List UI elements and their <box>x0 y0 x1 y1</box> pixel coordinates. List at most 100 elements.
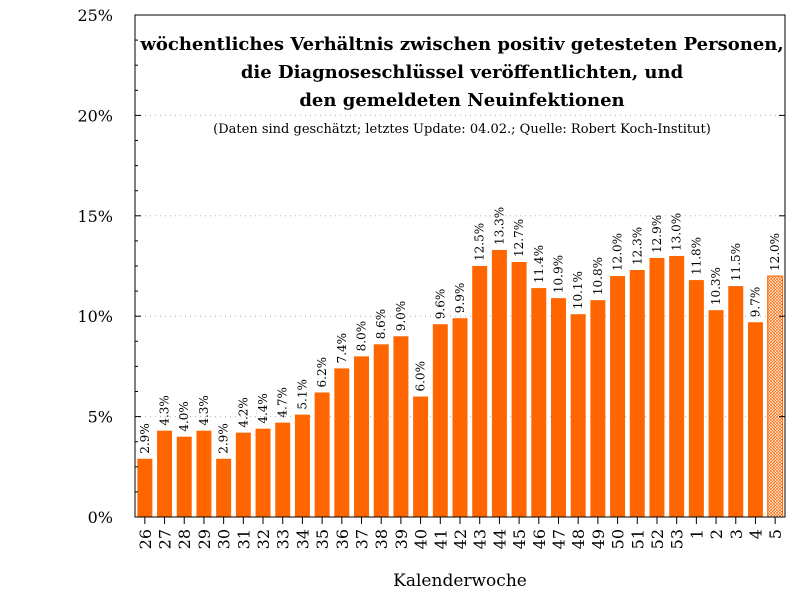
x-tick-label: 1 <box>687 529 706 539</box>
x-tick-label: 50 <box>609 529 628 549</box>
x-tick-label: 3 <box>727 529 746 539</box>
bar-value-label: 10.1% <box>571 271 585 309</box>
bar-value-label: 4.7% <box>276 387 290 418</box>
x-tick-label: 45 <box>510 529 529 549</box>
x-tick-label: 34 <box>293 529 312 549</box>
bar <box>432 324 448 517</box>
x-axis: 26 27 28 29 30 31 32 33 34 35 36 37 38 39 40 41 42 43 44 45… <box>136 517 785 549</box>
y-tick-label: 0% <box>88 508 113 527</box>
bar-estimated <box>767 275 784 518</box>
bar <box>610 276 626 517</box>
x-tick-label: 5 <box>766 529 785 539</box>
bar <box>728 286 744 517</box>
bar <box>491 249 507 517</box>
bar-value-label: 10.8% <box>591 257 605 295</box>
x-tick-label: 36 <box>333 529 352 549</box>
bar <box>551 298 566 517</box>
bar <box>649 257 665 517</box>
y-tick-label: 15% <box>77 207 113 226</box>
y-tick-label: 20% <box>77 106 113 125</box>
bar-value-label: 6.0% <box>414 361 428 392</box>
x-tick-label: 42 <box>451 529 470 549</box>
x-tick-label: 37 <box>353 529 372 549</box>
bar-value-label: 9.6% <box>433 289 447 320</box>
x-tick-label: 27 <box>156 529 175 549</box>
bar <box>354 356 369 517</box>
x-tick-label: 29 <box>195 529 214 549</box>
bar-value-label: 12.3% <box>630 227 644 265</box>
bar <box>688 280 704 517</box>
bar <box>570 314 586 517</box>
bar <box>472 266 488 517</box>
bar-value-label: 8.0% <box>355 321 369 352</box>
bar <box>216 458 232 517</box>
bar-value-label: 4.2% <box>236 397 250 428</box>
bar-value-label: 10.3% <box>709 267 723 305</box>
bar-value-label: 13.3% <box>492 207 506 245</box>
bar-value-label: 11.8% <box>689 237 703 275</box>
bar <box>373 344 389 517</box>
bar <box>334 368 350 517</box>
x-tick-label: 2 <box>707 529 726 539</box>
x-tick-label: 47 <box>549 529 568 549</box>
x-tick-label: 49 <box>589 529 608 549</box>
bar-value-label: 2.9% <box>217 423 231 454</box>
bar-value-label: 12.9% <box>650 215 664 253</box>
chart-subtitle: (Daten sind geschätzt; letztes Update: 0… <box>213 122 711 137</box>
bar <box>314 392 330 517</box>
x-tick-label: 43 <box>471 529 490 549</box>
bar-value-label: 10.9% <box>551 255 565 293</box>
x-tick-label: 26 <box>136 529 155 549</box>
x-tick-label: 38 <box>372 529 391 549</box>
y-axis: 0% 5% 10% 15% 20% 25% <box>77 6 785 527</box>
bar <box>747 322 763 517</box>
bar <box>196 430 212 517</box>
x-tick-label: 28 <box>175 529 194 549</box>
bar-value-label: 9.7% <box>748 287 762 318</box>
bar <box>590 300 606 517</box>
x-tick-label: 41 <box>431 529 450 549</box>
bar <box>452 318 468 517</box>
bar-value-label: 6.2% <box>315 357 329 388</box>
bar-value-label: 12.0% <box>611 233 625 271</box>
bar <box>629 270 645 517</box>
bar <box>294 414 310 517</box>
y-tick-label: 10% <box>77 307 113 326</box>
bar <box>413 396 429 517</box>
title-line-2: die Diagnoseschlüssel veröffentlichten, … <box>241 62 684 83</box>
bar-value-label: 12.5% <box>473 223 487 261</box>
bar-value-label: 7.4% <box>335 333 349 364</box>
bar-value-label: 4.4% <box>256 393 270 424</box>
bar-value-label: 9.9% <box>453 283 467 314</box>
bar-value-label: 8.6% <box>374 309 388 340</box>
x-tick-label: 46 <box>530 529 549 549</box>
x-tick-label: 39 <box>392 529 411 549</box>
x-tick-label: 44 <box>490 529 509 549</box>
bar-value-label: 11.4% <box>532 245 546 283</box>
x-tick-label: 31 <box>234 529 253 549</box>
x-tick-label: 32 <box>254 529 273 549</box>
bar-value-label: 11.5% <box>729 243 743 281</box>
x-tick-label: 33 <box>274 529 293 549</box>
x-axis-label: Kalenderwoche <box>393 571 527 591</box>
x-tick-label: 40 <box>412 529 431 549</box>
x-tick-label: 30 <box>215 529 234 549</box>
x-tick-label: 4 <box>746 529 765 539</box>
x-tick-label: 35 <box>313 529 332 549</box>
bar-value-label: 9.0% <box>394 301 408 332</box>
bar-value-label: 13.0% <box>670 213 684 251</box>
bar <box>235 432 251 517</box>
bars <box>137 249 784 518</box>
y-tick-label: 5% <box>88 408 113 427</box>
bar-value-label: 12.0% <box>768 233 782 271</box>
title-line-3: den gemeldeten Neuinfektionen <box>299 90 624 111</box>
bar <box>157 430 173 517</box>
x-tick-label: 51 <box>628 529 647 549</box>
chart-title: wöchentliches Verhältnis zwischen positi… <box>139 34 783 137</box>
y-tick-label: 25% <box>77 6 113 25</box>
bar <box>669 255 685 517</box>
bar <box>531 288 547 517</box>
bar-value-label: 4.0% <box>177 401 191 432</box>
bar-value-label: 2.9% <box>138 423 152 454</box>
